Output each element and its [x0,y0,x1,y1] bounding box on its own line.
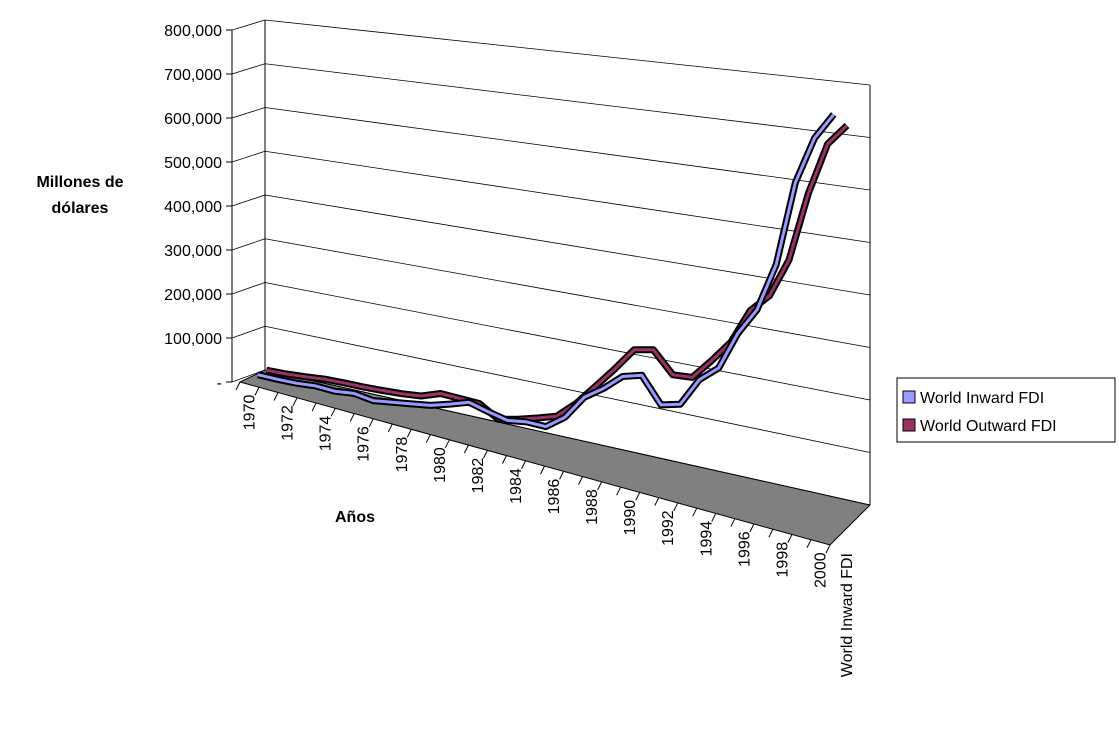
y-axis-title: Millones de dólares [36,174,124,217]
legend-label: World Outward FDI [920,418,1057,435]
grid-line [264,369,871,506]
x-tick [387,423,393,433]
x-tick [482,450,488,459]
x-tick-label: 1986 [546,479,563,515]
y-tick-label: 800,000 [164,23,222,40]
x-tick [635,492,641,501]
x-tick [235,381,241,391]
x-tick-label: 1980 [432,447,449,483]
x-tick-label: 1994 [698,521,715,557]
x-tick [349,413,355,422]
x-tick-label: 1970 [242,395,259,431]
x-tick-label: 1998 [774,542,791,578]
y-tick-label: 400,000 [164,199,222,216]
x-tick-label: 1982 [470,458,487,494]
y-tick-label: - [217,375,222,392]
x-tick-label: 1976 [356,426,373,462]
legend-swatch [902,418,916,432]
x-tick-label: 1972 [280,405,297,441]
x-tick [521,460,526,470]
y-tick-label: 600,000 [164,111,222,128]
grid-line [264,238,871,348]
x-tick [768,529,774,538]
y-tick-label: 100,000 [164,331,222,348]
x-tick [254,387,260,396]
x-tick [711,513,717,522]
x-tick-label: 1984 [508,468,525,504]
x-tick [444,439,450,449]
x-tick [311,402,317,412]
y-tick-label: 700,000 [164,67,222,84]
legend-swatch [902,390,916,404]
x-tick-label: 1992 [660,510,677,546]
legend-label: World Inward FDI [920,390,1044,407]
grid-line [231,63,266,75]
y-tick-label: 200,000 [164,287,222,304]
x-tick [425,434,431,443]
x-tick-label: 1990 [622,500,639,536]
x-tick [502,455,507,464]
grid-line [231,150,266,163]
x-axis-title: Años [335,509,375,526]
y-tick-label: 500,000 [164,155,222,172]
x-tick [692,507,698,517]
x-tick [559,471,564,480]
x-tick [616,486,622,496]
x-tick [787,534,793,543]
x-tick [463,444,469,454]
grid-line [264,19,871,86]
grid-line [231,282,266,295]
x-tick [673,502,679,512]
x-tick [730,518,736,527]
x-tick-label: 1978 [394,437,411,473]
grid-line [231,238,266,251]
x-tick [330,408,336,417]
x-tick [806,539,812,548]
x-tick [368,418,374,428]
series-line-outline [265,122,850,423]
grid-line [231,194,266,207]
depth-label: World Inward FDI [839,553,856,677]
x-tick-label: 1996 [736,531,753,567]
x-tick [540,465,545,475]
grid-line [264,63,871,138]
x-tick [273,392,279,401]
series-line [266,124,849,421]
x-tick [825,544,831,554]
x-tick [292,397,298,406]
legend-box [896,377,1116,443]
grid-line [264,325,871,453]
x-tick [654,497,660,506]
x-tick-label: 1988 [584,489,601,525]
grid-line [264,282,871,401]
grid-line [264,150,871,243]
x-tick-label: 1974 [318,416,335,452]
grid-line [264,107,871,191]
series-line [257,113,835,429]
x-tick [749,523,755,533]
x-tick-label: 2000 [812,552,829,588]
x-tick [578,476,584,485]
y-tick-label: 300,000 [164,243,222,260]
grid-line [231,19,266,31]
grid-line [231,325,266,339]
x-tick [406,429,412,438]
grid-line [231,107,266,119]
x-tick [597,481,603,491]
